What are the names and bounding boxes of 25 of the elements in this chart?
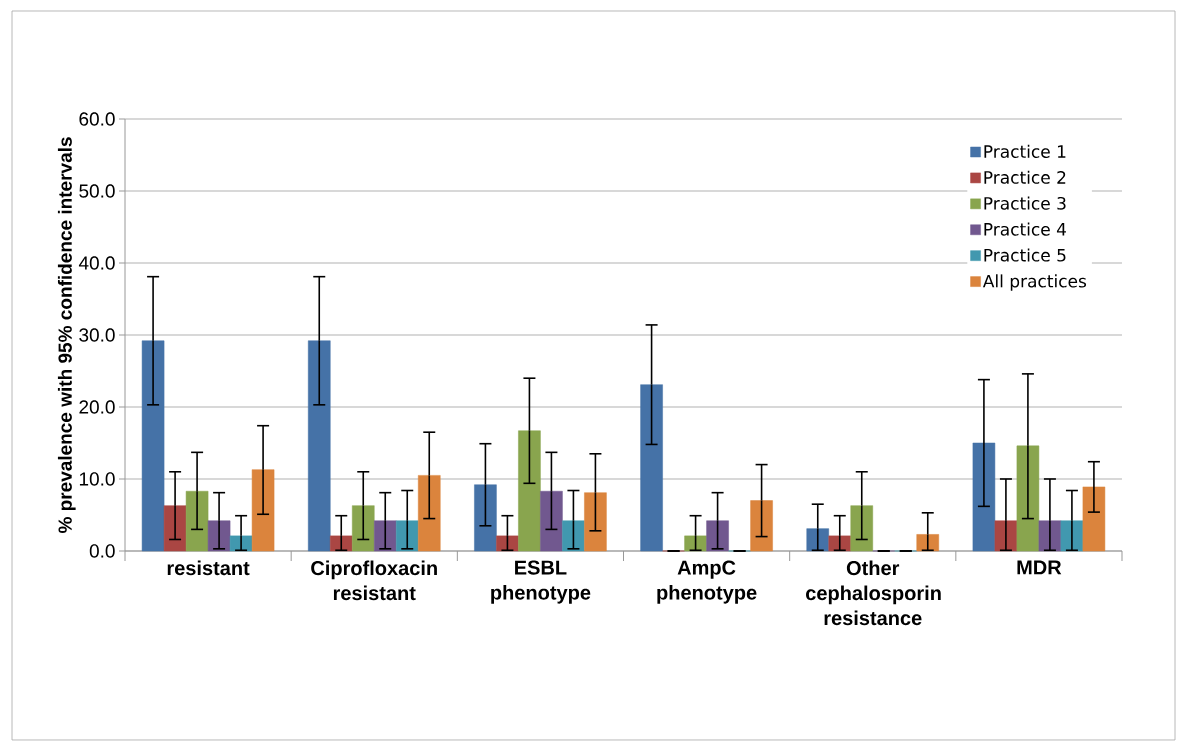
x-tick-label: ESBL phenotype: [491, 560, 591, 604]
legend-label: Practice 3: [984, 196, 1066, 210]
bar: [308, 340, 331, 552]
legend-label: All practices: [982, 274, 1087, 291]
bar: [518, 430, 541, 552]
bar: [640, 384, 663, 552]
y-tick-label: 10.0: [79, 472, 115, 486]
legend-label: Practice 4: [984, 222, 1066, 236]
y-tick-label: 50.0: [79, 184, 115, 198]
x-tick-label: MDR: [1017, 560, 1062, 575]
x-tick-label: resistant: [167, 560, 250, 576]
x-tick-label: Other cephalosporin resistance: [806, 560, 941, 626]
bar: [1082, 486, 1106, 552]
legend-label: Practice 5: [984, 248, 1066, 262]
x-tick-label: AmpC phenotype: [657, 560, 757, 604]
y-tick-label: 40.0: [78, 256, 115, 270]
legend-label: Practice 2: [984, 170, 1066, 184]
y-tick-label: 60.0: [79, 112, 115, 126]
y-tick-label: 20.0: [79, 400, 115, 414]
y-tick-label: 0.0: [89, 544, 115, 558]
y-axis-title: % prevalence with 95% confidence intervals: [57, 137, 76, 534]
x-tick-label: Ciprofloxacin resistant: [311, 560, 437, 601]
legend-label: Practice 1: [984, 144, 1066, 158]
y-tick-label: 30.0: [79, 328, 115, 342]
bar: [141, 340, 165, 552]
